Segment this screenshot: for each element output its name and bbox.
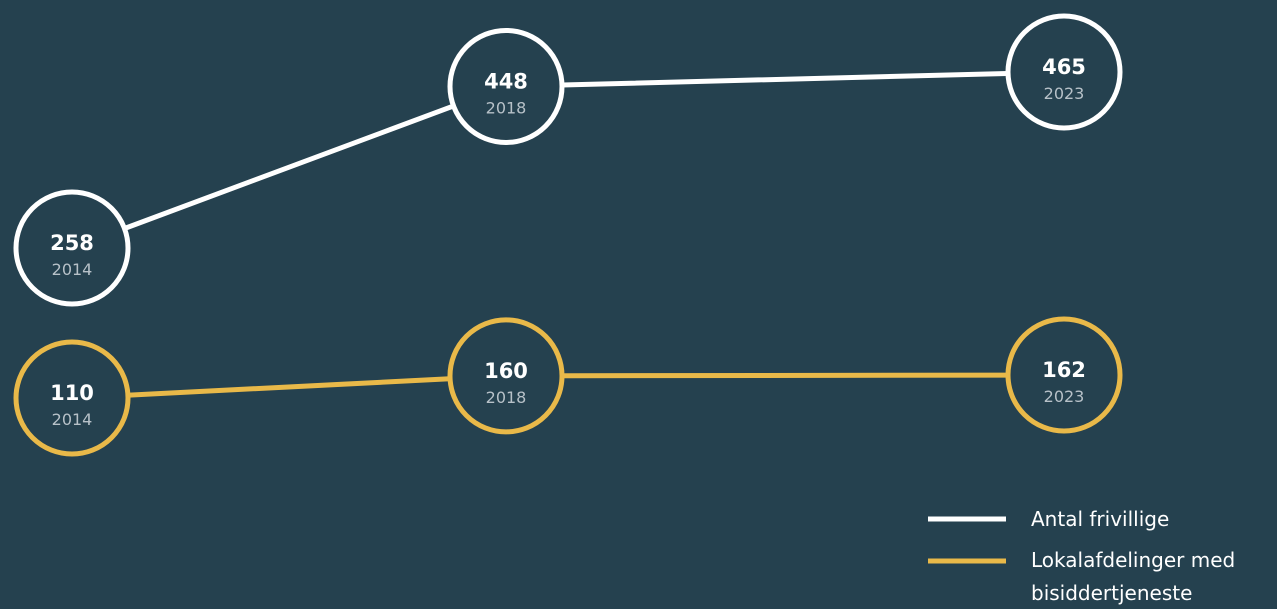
data-label-value: 258: [50, 231, 94, 255]
data-point-series-1-2018: 160 2018: [447, 317, 565, 435]
legend-label-lokalafdelinger: Lokalafdelinger med bisiddertjeneste: [1031, 548, 1242, 605]
data-point-series-0-2014: 258 2014: [13, 189, 131, 307]
data-label-value: 465: [1042, 55, 1086, 79]
series-1-segment-0: [69, 373, 509, 401]
series-1-segment-1: [503, 372, 1067, 379]
data-points: 258 2014 448 2018 465 2023 110 2014 160 2018 162 20…: [13, 13, 1123, 457]
data-point-series-1-2014: 110 2014: [13, 339, 131, 457]
data-point-circle: [447, 317, 565, 435]
data-point-series-0-2018: 448 2018: [447, 27, 565, 145]
data-label-year: 2014: [52, 410, 93, 429]
data-label-year: 2018: [486, 98, 527, 117]
legend-label-line-2: bisiddertjeneste: [1031, 581, 1192, 605]
series-0-segment-0: [69, 83, 509, 251]
data-label-value: 110: [50, 381, 94, 405]
series-0-segment-1: [503, 69, 1067, 89]
data-label-year: 2023: [1044, 387, 1085, 406]
legend: Antal frivillige Lokalafdelinger med bis…: [928, 507, 1242, 605]
data-point-circle: [13, 339, 131, 457]
data-label-value: 448: [484, 69, 528, 93]
data-label-year: 2014: [52, 260, 93, 279]
data-point-circle: [447, 27, 565, 145]
data-point-circle: [13, 189, 131, 307]
data-label-year: 2018: [486, 388, 527, 407]
data-label-value: 162: [1042, 358, 1086, 382]
series-lines: [69, 69, 1067, 401]
data-point-circle: [1005, 316, 1123, 434]
data-point-series-1-2023: 162 2023: [1005, 316, 1123, 434]
legend-label-line-1: Lokalafdelinger med: [1031, 548, 1235, 572]
data-label-year: 2023: [1044, 84, 1085, 103]
data-label-value: 160: [484, 359, 528, 383]
legend-label-antal-frivillige: Antal frivillige: [1031, 507, 1169, 531]
data-point-series-0-2023: 465 2023: [1005, 13, 1123, 131]
data-point-circle: [1005, 13, 1123, 131]
